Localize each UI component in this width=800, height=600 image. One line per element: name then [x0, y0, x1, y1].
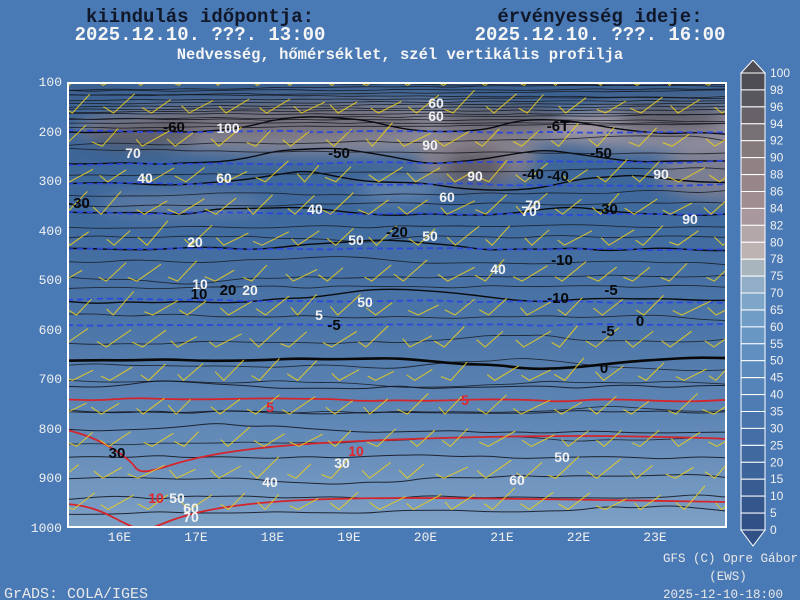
svg-text:82: 82: [770, 218, 784, 232]
svg-text:80: 80: [770, 235, 784, 249]
svg-text:30: 30: [770, 421, 784, 435]
svg-text:86: 86: [770, 185, 784, 199]
svg-text:40: 40: [770, 388, 784, 402]
svg-text:84: 84: [770, 201, 784, 215]
svg-text:20: 20: [770, 455, 784, 469]
svg-text:96: 96: [770, 100, 784, 114]
svg-text:65: 65: [770, 303, 784, 317]
svg-text:5: 5: [770, 506, 777, 520]
svg-text:15: 15: [770, 472, 784, 486]
svg-text:0: 0: [770, 523, 777, 537]
svg-text:88: 88: [770, 168, 784, 182]
svg-text:92: 92: [770, 134, 784, 148]
svg-text:78: 78: [770, 252, 784, 266]
svg-text:94: 94: [770, 117, 784, 131]
svg-text:45: 45: [770, 371, 784, 385]
svg-text:70: 70: [770, 286, 784, 300]
svg-text:50: 50: [770, 354, 784, 368]
svg-text:98: 98: [770, 83, 784, 97]
svg-text:100: 100: [770, 66, 790, 80]
svg-text:25: 25: [770, 438, 784, 452]
svg-text:55: 55: [770, 337, 784, 351]
svg-text:10: 10: [770, 489, 784, 503]
svg-text:90: 90: [770, 151, 784, 165]
svg-text:35: 35: [770, 405, 784, 419]
svg-text:75: 75: [770, 269, 784, 283]
svg-text:60: 60: [770, 320, 784, 334]
